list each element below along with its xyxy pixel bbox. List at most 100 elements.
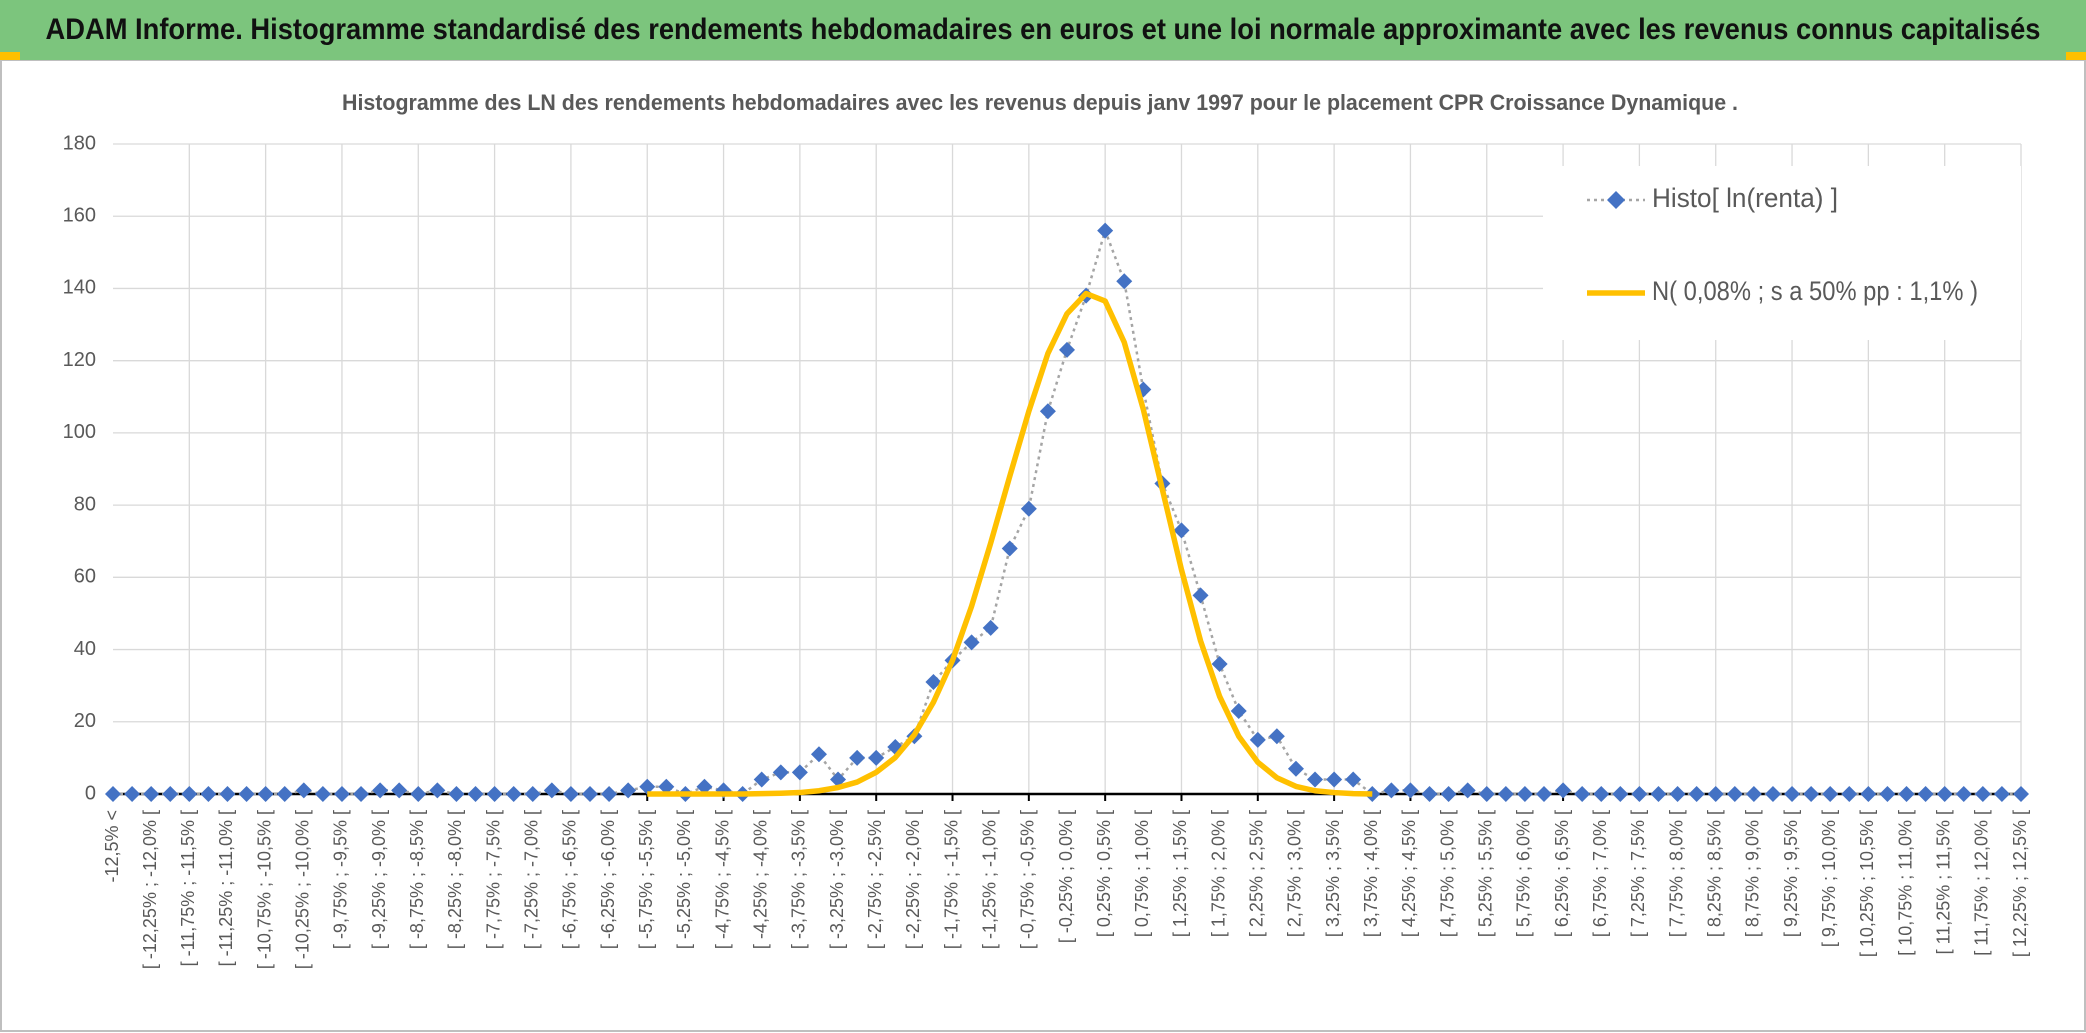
data-point <box>219 786 236 802</box>
legend-swatch <box>1607 191 1625 209</box>
data-point <box>601 786 618 802</box>
data-point <box>486 786 503 802</box>
y-tick-label: 80 <box>74 493 96 515</box>
x-tick-label: [ 6,75% ; 7,0% [ <box>1590 810 1610 937</box>
x-tick-label: [ -0,25% ; 0,0% [ <box>1056 810 1076 943</box>
x-tick-label: [ -9,75% ; -9,5% [ <box>331 810 351 949</box>
data-point <box>143 786 160 802</box>
data-point <box>1116 273 1133 290</box>
x-tick-label: [ 4,75% ; 5,0% [ <box>1437 810 1457 937</box>
x-tick-label: [ 11,25% ; 11,5% [ <box>1933 810 1953 954</box>
x-tick-label: [ -0,75% ; -0,5% [ <box>1018 810 1038 949</box>
data-point <box>1001 540 1018 557</box>
data-point <box>1593 786 1610 802</box>
data-point <box>982 619 999 636</box>
chart-title: Histogramme des LN des rendements hebdom… <box>342 90 1738 115</box>
banner-title: ADAM Informe. Histogramme standardisé de… <box>46 13 2041 46</box>
data-point <box>1268 728 1285 745</box>
data-point <box>1917 786 1934 802</box>
x-tick-label: [ 2,75% ; 3,0% [ <box>1285 810 1305 937</box>
data-point <box>1497 786 1514 802</box>
data-point <box>963 634 980 651</box>
data-point <box>1936 786 1953 802</box>
data-point <box>810 746 827 763</box>
y-tick-label: 180 <box>63 132 96 154</box>
data-point <box>238 786 255 802</box>
x-tick-label: [ 3,25% ; 3,5% [ <box>1323 810 1343 937</box>
data-point <box>1287 760 1304 777</box>
x-tick-label: [ 5,25% ; 5,5% [ <box>1476 810 1496 937</box>
grid: 0 20 40 60 80 100 120 140 160 180 -12,5% < [ -12,25… <box>63 132 2030 969</box>
data-point <box>372 782 389 799</box>
x-tick-label: [ 4,25% ; 4,5% [ <box>1399 810 1419 937</box>
data-point <box>1516 786 1533 802</box>
legend-label: Histo[ ln(renta) ] <box>1652 183 1838 213</box>
data-point <box>1020 500 1037 517</box>
x-tick-label: [ -10,25% ; -10,0% [ <box>293 810 313 969</box>
x-tick-label: [ 7,25% ; 7,5% [ <box>1628 810 1648 937</box>
corner <box>2066 52 2086 60</box>
data-point <box>620 782 637 799</box>
data-point <box>1039 403 1056 420</box>
data-point <box>1383 782 1400 799</box>
data-point <box>1803 786 1820 802</box>
data-point <box>849 749 866 766</box>
corner <box>0 52 20 60</box>
y-tick-label: 60 <box>74 566 96 588</box>
x-tick-label: [ -4,25% ; -4,0% [ <box>750 810 770 949</box>
data-point <box>1536 786 1552 802</box>
data-point <box>1764 786 1781 802</box>
data-point <box>925 674 942 691</box>
data-point <box>1955 786 1972 802</box>
x-tick-label: [ 1,25% ; 1,5% [ <box>1170 810 1190 937</box>
x-tick-label: [ -8,75% ; -8,5% [ <box>407 810 427 949</box>
y-tick-label: 160 <box>63 205 96 227</box>
data-point <box>1650 786 1667 802</box>
data-point <box>1841 786 1858 802</box>
x-tick-label: [ -3,75% ; -3,5% [ <box>789 810 809 949</box>
x-tick-label: [ -2,25% ; -2,0% [ <box>903 810 923 949</box>
legend-box <box>1543 166 2021 340</box>
x-tick-label: [ -1,25% ; -1,0% [ <box>979 810 999 949</box>
x-tick-label: [ -6,25% ; -6,0% [ <box>598 810 618 949</box>
data-point <box>1898 786 1915 802</box>
data-point <box>353 786 370 802</box>
data-point <box>124 786 141 802</box>
data-point <box>1574 786 1591 802</box>
data-point <box>1326 771 1343 788</box>
x-tick-label: [ -8,25% ; -8,0% [ <box>445 810 465 949</box>
x-tick-label: [ 9,25% ; 9,5% [ <box>1781 810 1801 937</box>
data-point <box>1307 771 1324 788</box>
data-point <box>200 786 217 802</box>
x-tick-label: [ 8,25% ; 8,5% [ <box>1704 810 1724 937</box>
x-tick-label: [ -7,75% ; -7,5% [ <box>483 810 503 949</box>
data-point <box>1974 786 1991 802</box>
x-tick-label: [ 0,75% ; 1,0% [ <box>1132 810 1152 937</box>
data-point <box>562 786 579 802</box>
data-point <box>295 782 312 799</box>
data-point <box>1230 702 1247 719</box>
x-tick-label: [ 12,25% ; 12,5% [ <box>2010 810 2030 957</box>
banner-bar <box>0 0 2086 60</box>
x-tick-label: [ 1,75% ; 2,0% [ <box>1208 810 1228 937</box>
x-tick-label: [ -11,25% ; -11,0% [ <box>216 810 236 966</box>
data-point <box>868 749 885 766</box>
x-tick-label: [ -2,75% ; -2,5% [ <box>865 810 885 949</box>
x-tick-label: [ 6,25% ; 6,5% [ <box>1552 810 1572 937</box>
data-point <box>696 778 713 795</box>
data-point <box>1249 731 1266 748</box>
plot <box>105 222 2029 802</box>
data-point <box>524 786 541 802</box>
x-tick-label: [ -9,25% ; -9,0% [ <box>369 810 389 949</box>
x-tick-label: [ -5,75% ; -5,5% [ <box>636 810 656 949</box>
x-tick-label: [ 2,25% ; 2,5% [ <box>1247 810 1267 937</box>
data-point <box>1345 771 1362 788</box>
data-point <box>1402 782 1419 799</box>
x-tick-label: [ -3,25% ; -3,0% [ <box>827 810 847 949</box>
data-point <box>772 764 789 781</box>
x-tick-label: [ -1,75% ; -1,5% [ <box>941 810 961 949</box>
x-tick-label: [ -7,25% ; -7,0% [ <box>522 810 542 949</box>
